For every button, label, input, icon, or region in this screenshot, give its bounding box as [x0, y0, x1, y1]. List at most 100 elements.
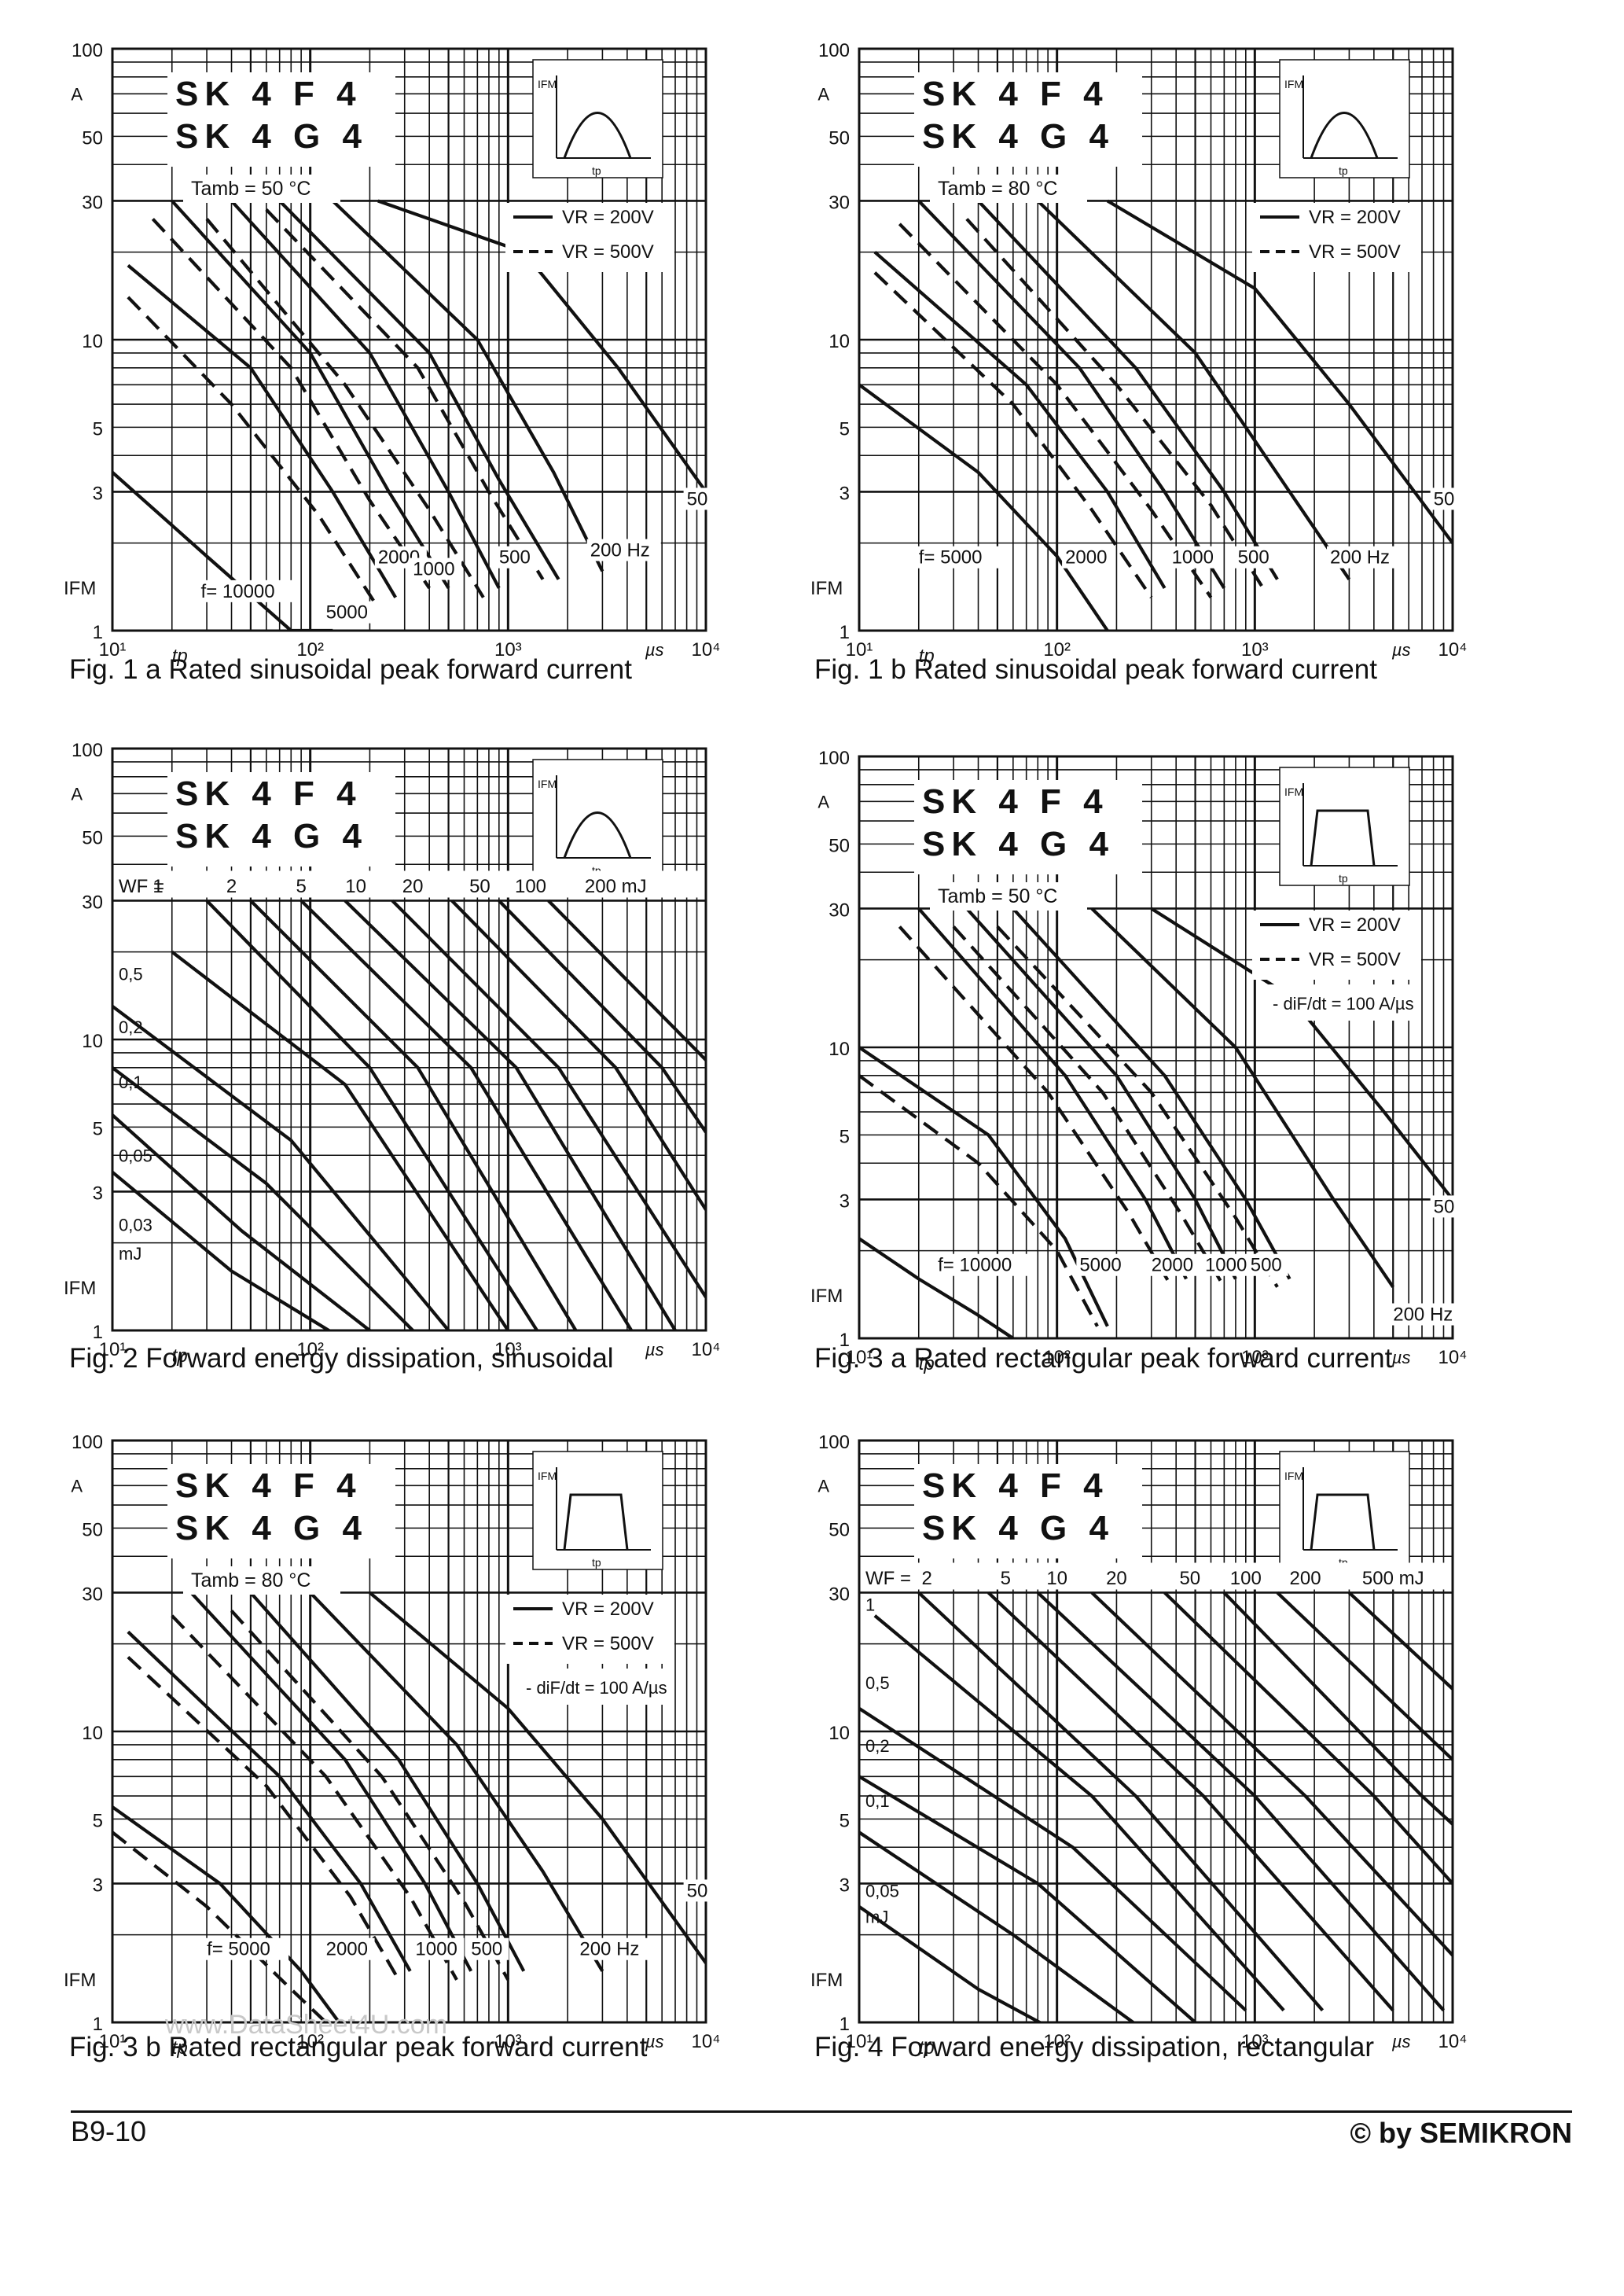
y-tick-label: 100 — [72, 1432, 103, 1453]
y-tick-label: 50 — [82, 1519, 103, 1540]
y-tick-label: 3 — [840, 483, 850, 504]
frequency-label-bg — [683, 488, 714, 510]
frequency-label-bg — [322, 1937, 375, 1960]
y-tick-label: 3 — [93, 1183, 103, 1204]
series-line-1000-dashed — [171, 1614, 458, 1981]
inset-tp-label: tp — [592, 1556, 601, 1569]
series-line-5000-solid — [127, 263, 398, 598]
x-tick-label: 10⁴ — [1438, 1347, 1467, 1368]
series-line-500-dashed — [996, 925, 1279, 1288]
condition-box — [183, 1566, 340, 1595]
frequency-label: f= 5000 — [207, 1939, 270, 1960]
frequency-label-bg — [1201, 1253, 1254, 1276]
energy-value-left: 0,05 — [119, 1146, 152, 1165]
legend-label: VR = 500V — [562, 241, 654, 263]
frequency-label: 50 — [687, 1880, 708, 1901]
inset-ifm-label: IFM — [538, 1470, 557, 1482]
didt-box — [1268, 984, 1421, 1021]
energy-value-top: 200 — [1290, 1568, 1321, 1589]
legend-label: VR = 500V — [562, 1633, 654, 1654]
y-tick-label: 100 — [818, 1432, 850, 1453]
waveform-inset: IFM tp — [1279, 1451, 1410, 1570]
device-title-box — [167, 772, 395, 867]
y-axis-label: IFM — [810, 578, 843, 599]
inset-ifm-label: IFM — [1284, 786, 1303, 798]
x-unit-label: µs — [645, 2032, 664, 2051]
didt-label: - diF/dt = 100 A/µs — [1273, 994, 1414, 1014]
frequency-label-bg — [204, 1937, 289, 1960]
x-tick-label: 10¹ — [99, 639, 127, 660]
frequency-label: 500 — [1251, 1255, 1282, 1276]
y-tick-label: 30 — [82, 892, 103, 913]
y-tick-label: 1 — [840, 2014, 850, 2035]
frequency-label: 200 Hz — [1330, 547, 1390, 568]
frequency-label: 500 — [471, 1939, 502, 1960]
x-axis-label: tp — [172, 2037, 188, 2059]
frequency-label: f= 10000 — [938, 1255, 1012, 1276]
series-line-2000-dashed — [127, 1655, 401, 1981]
chart-svg: 100 50 30 10 5 3 1 A IFM 10¹ 10² 10³ 10⁴ tp µs SK 4 F 4… — [64, 40, 721, 667]
sine-pulse-icon — [1310, 112, 1379, 159]
caption-fig3a: Fig. 3 a Rated rectangular peak forward … — [814, 1343, 1393, 1374]
frequency-label-bg — [1062, 546, 1115, 568]
series-group — [112, 199, 706, 631]
series-line-5000-dashed — [127, 296, 380, 609]
condition-label: Tamb = 80 °C — [191, 1569, 310, 1591]
plot-frame — [111, 1439, 707, 2024]
frequency-label: 1000 — [1205, 1255, 1247, 1276]
legend-label: VR = 200V — [1309, 914, 1401, 936]
series-line-500-solid — [278, 200, 560, 580]
y-unit-label: A — [818, 84, 829, 104]
frequency-label-bg — [410, 557, 462, 580]
device-name: SK 4 G 4 — [175, 1509, 368, 1547]
series-line-1000-solid — [189, 1591, 473, 1972]
y-tick-label: 50 — [82, 127, 103, 149]
x-tick-label: 10⁴ — [691, 639, 720, 660]
caption-fig4: Fig. 4 Forward energy dissipation, recta… — [814, 2032, 1375, 2062]
legend-label: VR = 200V — [562, 207, 654, 228]
y-tick-label: 3 — [840, 1190, 850, 1212]
frequency-label-bg — [1327, 546, 1402, 568]
frequency-label-bg — [1076, 1253, 1129, 1276]
legend-box — [505, 1595, 674, 1664]
series-line-50-solid — [1106, 199, 1453, 544]
frequency-label: 50 — [687, 488, 708, 510]
energy-value-left: 0,5 — [865, 1673, 890, 1693]
x-tick-label: 10⁴ — [1438, 2031, 1467, 2052]
x-tick-label: 10¹ — [99, 1339, 127, 1360]
device-name: SK 4 G 4 — [922, 825, 1115, 863]
waveform-inset: IFM tp — [1279, 59, 1410, 178]
series-line-500-dashed — [265, 208, 545, 580]
series-line-500-solid — [1012, 907, 1291, 1280]
series-line-f-10000-solid — [859, 1237, 1014, 1338]
series-line-200-solid — [1276, 1591, 1453, 1761]
energy-value-left: 0,5 — [119, 964, 143, 984]
series-line-1-solid — [873, 1614, 1285, 2012]
x-tick-label: 10¹ — [99, 2031, 127, 2052]
frequency-label: f= 5000 — [919, 547, 983, 568]
y-tick-label: 100 — [72, 740, 103, 761]
y-tick-label: 30 — [82, 1584, 103, 1605]
frequency-label-bg — [197, 580, 294, 602]
condition-label: Tamb = 80 °C — [938, 178, 1057, 200]
chart-fig1a: 100 50 30 10 5 3 1 A IFM 10¹ 10² 10³ 10⁴ tp µs SK 4 F 4… — [39, 31, 747, 723]
series-line-0-03-mj-solid — [112, 1171, 333, 1330]
chart-svg: 100 50 30 10 5 3 1 A IFM 10¹ 10² 10³ 10⁴ tp µs SK 4 F 4… — [810, 40, 1468, 667]
series-line-500-dashed — [230, 1610, 510, 1981]
y-tick-label: 10 — [829, 1039, 850, 1060]
frequency-label: 5000 — [1079, 1255, 1121, 1276]
series-line-1000-dashed — [205, 218, 485, 598]
energy-prefix: WF = — [119, 876, 164, 897]
y-unit-label: A — [71, 784, 83, 804]
x-tick-label: 10⁴ — [1438, 639, 1467, 660]
y-tick-label: 3 — [93, 483, 103, 504]
frequency-labels: f= 5000 2000 1000 500 200 Hz 50 — [915, 488, 1460, 568]
waveform-inset: IFM tp — [532, 759, 663, 878]
didt-label: - diF/dt = 100 A/µs — [526, 1678, 667, 1698]
y-tick-label: 3 — [93, 1875, 103, 1896]
sine-pulse-icon — [563, 811, 632, 859]
inset-tp-label: tp — [1339, 1556, 1348, 1569]
frequency-label-bg — [586, 539, 661, 561]
series-line-50-solid — [1150, 907, 1453, 1201]
x-tick-label: 10³ — [1241, 2031, 1269, 2052]
